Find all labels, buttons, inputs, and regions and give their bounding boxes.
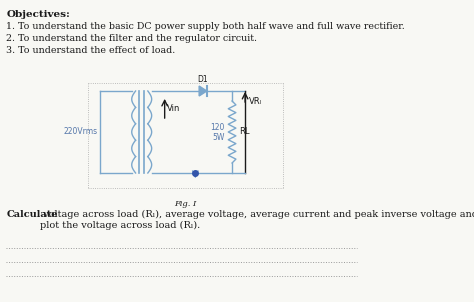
- Text: voltage across load (Rₗ), average voltage, average current and peak inverse volt: voltage across load (Rₗ), average voltag…: [40, 210, 474, 230]
- Text: Vin: Vin: [167, 104, 180, 113]
- Text: 1. To understand the basic DC power supply both half wave and full wave rectifie: 1. To understand the basic DC power supp…: [6, 22, 405, 31]
- Text: VRₗ: VRₗ: [249, 97, 262, 105]
- Text: D1: D1: [198, 75, 208, 84]
- Text: 120: 120: [210, 123, 224, 131]
- Text: 2. To understand the filter and the regulator circuit.: 2. To understand the filter and the regu…: [6, 34, 257, 43]
- Text: 5W: 5W: [212, 133, 224, 142]
- Polygon shape: [199, 86, 207, 96]
- Text: Objectives:: Objectives:: [6, 10, 70, 19]
- Text: RL: RL: [239, 127, 249, 137]
- Text: 220Vrms: 220Vrms: [63, 127, 97, 137]
- Text: 3. To understand the effect of load.: 3. To understand the effect of load.: [6, 46, 175, 55]
- Text: Calculate: Calculate: [6, 210, 58, 219]
- Text: Fig. I: Fig. I: [174, 200, 197, 208]
